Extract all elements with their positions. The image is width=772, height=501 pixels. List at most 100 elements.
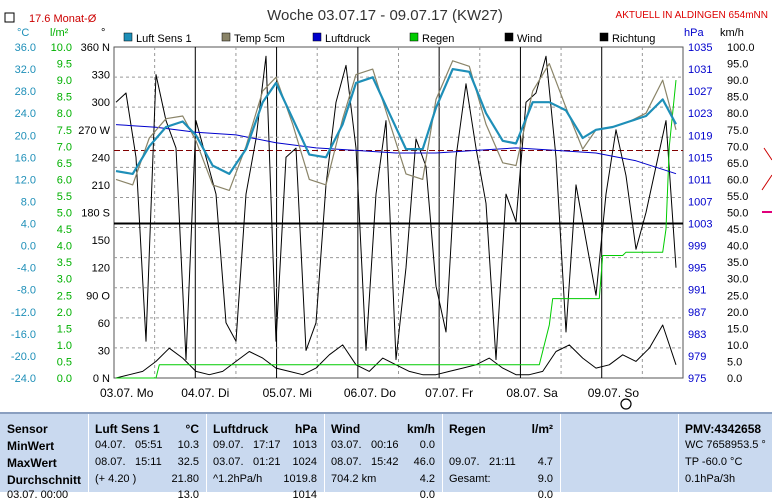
tick-label-rain: 3.5 [57, 257, 72, 269]
luft-avg-note: (+ 4.20 ) [95, 473, 137, 485]
tick-label-direction: 360 N [81, 42, 110, 54]
druck-max-time: 01:21 [253, 456, 281, 468]
luft-avg-value: 21.80 [171, 473, 199, 485]
x-tick-label: 08.07. Sa [506, 386, 558, 400]
wind-min-date: 03.07. [331, 439, 362, 451]
chart-title: Woche 03.07.17 - 09.07.17 (KW27) [267, 7, 503, 24]
tick-label-celsius: 0.0 [21, 241, 36, 253]
luft-cut-value: 13.0 [177, 489, 199, 501]
series-layer [114, 55, 683, 379]
tick-label-direction: 30 [98, 345, 110, 357]
side-gauge-needle [761, 147, 772, 191]
tick-label-kmh: 15.0 [727, 323, 748, 335]
wind-title: Wind [331, 422, 361, 436]
tick-label-kmh: 95.0 [727, 59, 748, 71]
stats-druck: Luftdruck hPa 09.07. 17:17 1013 03.07. 0… [206, 414, 325, 501]
tick-label-kmh: 80.0 [727, 108, 748, 120]
pmv-line3: 0.1hPa/3h [685, 473, 736, 485]
tick-label-celsius: -16.0 [11, 329, 36, 341]
tick-label-celsius: 12.0 [15, 174, 36, 186]
tick-label-rain: 7.0 [57, 141, 72, 153]
tick-label-hpa: 1023 [688, 108, 712, 120]
tick-label-direction: 0 N [93, 373, 110, 385]
legend-swatch [599, 32, 609, 42]
tick-label-celsius: 36.0 [15, 42, 36, 54]
label-cut: 03.07. 00:00 [7, 489, 69, 501]
tick-label-hpa: 1003 [688, 219, 712, 231]
druck-max-value: 1024 [292, 456, 317, 468]
luft-max-time: 15:11 [135, 456, 162, 468]
stats-empty [560, 414, 679, 492]
x-tick-label: 04.07. Di [181, 386, 229, 400]
regen-cut-value: 0.0 [537, 489, 553, 501]
tick-label-direction: 180 S [81, 208, 110, 220]
label-max: MaxWert [7, 456, 57, 470]
tick-label-kmh: 45.0 [727, 224, 748, 236]
tick-label-rain: 2.0 [57, 307, 72, 319]
wind-unit: km/h [406, 422, 435, 436]
luft-title: Luft Sens 1 [95, 422, 160, 436]
tick-label-hpa: 995 [688, 263, 706, 275]
legend: Luft Sens 1 Temp 5cm Luftdruck Regen Wind Ric… [123, 32, 655, 45]
legend-swatch [123, 32, 133, 42]
tick-label-rain: 6.0 [57, 174, 72, 186]
pmv-line1: WC 7658953.5 ° [685, 439, 766, 451]
tick-label-rain: 4.5 [57, 224, 72, 236]
tick-label-kmh: 50.0 [727, 208, 748, 220]
legend-swatch [221, 32, 231, 42]
series-richtung [115, 55, 677, 361]
regen-total-value: 9.0 [537, 473, 553, 485]
label-sensor: Sensor [7, 422, 48, 436]
tick-label-celsius: -12.0 [11, 307, 36, 319]
tick-label-rain: 4.0 [57, 241, 72, 253]
stats-table: Sensor MinWert MaxWert Durchschnitt 03.0… [0, 412, 772, 501]
tick-label-rain: 9.0 [57, 75, 72, 87]
tick-label-direction: 90 O [86, 290, 110, 302]
tick-label-rain: 10.0 [51, 42, 72, 54]
druck-min-value: 1013 [292, 439, 317, 451]
tick-label-direction: 240 [92, 152, 110, 164]
tick-label-hpa: 987 [688, 307, 706, 319]
tick-label-celsius: 24.0 [15, 108, 36, 120]
tick-label-rain: 6.5 [57, 158, 72, 170]
tick-label-rain: 5.5 [57, 191, 72, 203]
unit-celsius: °C [17, 27, 29, 39]
label-avg: Durchschnitt [7, 473, 82, 487]
tick-label-direction: 120 [92, 263, 110, 275]
tick-label-hpa: 1011 [688, 174, 712, 186]
tick-label-hpa: 979 [688, 351, 706, 363]
label-min: MinWert [7, 439, 55, 453]
month-avg-checkbox[interactable] [4, 12, 15, 23]
tick-label-direction: 300 [92, 97, 110, 109]
regen-max-date: 09.07. [449, 456, 480, 468]
tick-label-hpa: 1015 [688, 152, 712, 164]
series-luft-sens-1 [115, 68, 677, 175]
series-luftdruck [115, 124, 677, 175]
x-tick-label: 03.07. Mo [100, 386, 154, 400]
tick-label-celsius: 28.0 [15, 86, 36, 98]
scroll-handle[interactable] [620, 398, 632, 410]
tick-label-direction: 150 [92, 235, 110, 247]
legend-swatch [504, 32, 514, 42]
luft-unit: °C [185, 422, 199, 436]
legend-label: Wind [517, 33, 542, 45]
luft-min-time: 05:51 [135, 439, 163, 451]
druck-avg-value: 1019.8 [283, 473, 317, 485]
druck-min-time: 17:17 [253, 439, 281, 451]
x-tick-label: 07.07. Fr [425, 386, 473, 400]
regen-title: Regen [449, 422, 486, 436]
tick-label-direction: 270 W [78, 125, 110, 137]
tick-label-hpa: 1035 [688, 42, 712, 54]
tick-label-kmh: 35.0 [727, 257, 748, 269]
axes: 36.0 32.0 28.0 24.0 20.0 16.0 12.0 8.0 4.0 0.0 -4.… [11, 42, 755, 400]
legend-swatch [312, 32, 322, 42]
legend-label: Richtung [612, 33, 655, 45]
wind-max-date: 08.07. [331, 456, 362, 468]
tick-label-rain: 2.5 [57, 290, 72, 302]
tick-label-direction: 210 [92, 180, 110, 192]
stats-regen: Regen l/m² 09.07. 21:11 4.7 Gesamt: 9.0 … [442, 414, 561, 501]
tick-label-rain: 7.5 [57, 125, 72, 137]
druck-avg-note: ^1.2hPa/h [213, 473, 263, 485]
legend-label: Temp 5cm [234, 33, 285, 45]
wind-max-time: 15:42 [371, 456, 399, 468]
